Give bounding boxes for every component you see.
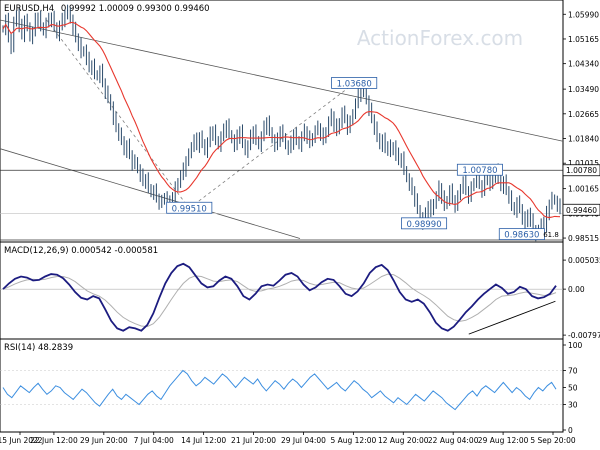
rsi-line: [2, 369, 557, 411]
price-annotation-box: [401, 217, 448, 230]
price-y-tick-label: 1.03490: [568, 85, 599, 94]
current-price-tag: [562, 203, 600, 216]
level-value-tag-text: 1.00780: [566, 166, 597, 175]
rsi-y-tick-label: 70: [568, 367, 578, 376]
price-y-tick-label: 1.04340: [568, 60, 599, 69]
price-annotation-box: [498, 228, 545, 241]
price-annotation-label: 1.03680: [337, 79, 372, 89]
price-y-tick-label: 1.05990: [568, 10, 599, 19]
rsi-y-tick-label: 100: [568, 341, 583, 350]
price-annotation-box: [456, 163, 503, 176]
price-y-tick-label: 0.98515: [568, 234, 599, 243]
macd-panel-title: MACD(12,26,9) 0.000542 -0.000581: [4, 246, 158, 256]
macd-trendline: [468, 300, 556, 335]
macd-y-tick-label: 0.005035: [568, 256, 600, 265]
price-y-tick-label: 1.00165: [568, 185, 599, 194]
macd-series: [0, 262, 563, 335]
x-tick-label: 5 Sep 20:00: [530, 436, 576, 445]
price-annotation-label: 1.00780: [462, 166, 497, 176]
price-y-tick-label: 1.05165: [568, 35, 599, 44]
x-tick-label: 5 Aug 12:00: [330, 436, 376, 445]
price-annotations: 1.03680 0.99510 1.00780 0.98990 0.98630 61.8: [166, 77, 559, 241]
x-tick-label: 14 Jul 12:00: [181, 436, 226, 445]
macd-signal-line: [2, 273, 557, 328]
rsi-panel-frame: [0, 338, 564, 433]
fib-level-label: 61.8: [543, 231, 559, 239]
macd-y-tick-label: 0.00: [568, 285, 585, 294]
rsi-y-tick-label: 50: [568, 384, 578, 393]
macd-y-tick-label: -0.007973: [568, 331, 600, 340]
fib-dashed-line-1: [46, 19, 190, 209]
rsi-series: [0, 369, 563, 411]
x-tick-label: 7 Jul 04:00: [134, 436, 174, 445]
price-annotation-label: 0.99510: [172, 204, 207, 214]
rsi-axis: 100 70 50 30 0: [563, 341, 583, 435]
x-tick-label: 29 Jun 20:00: [80, 436, 128, 445]
rsi-panel-title: RSI(14) 48.2839: [4, 343, 73, 353]
price-annotation-label: 0.98630: [504, 231, 539, 241]
price-annotation-box: [166, 201, 213, 214]
level-value-tag: [562, 164, 600, 177]
x-tick-label: 15 Jun 2022: [0, 436, 43, 445]
x-tick-label: 21 Jul 20:00: [231, 436, 276, 445]
price-axis: 1.05990 1.05165 1.04340 1.03490 1.02665 1.018…: [562, 10, 600, 243]
x-tick-label: 12 Aug 20:00: [378, 436, 429, 445]
price-y-tick-label: 1.01015: [568, 159, 599, 168]
macd-axis: 0.005035 0.00 -0.007973: [563, 256, 600, 340]
rsi-y-tick-label: 0: [568, 426, 573, 435]
macd-panel-frame: [0, 241, 564, 340]
fib-dashed-line-2: [189, 83, 355, 209]
x-tick-label: 29 Jul 04:00: [281, 436, 326, 445]
price-y-tick-label: 1.02665: [568, 110, 599, 119]
price-panel-title: EURUSD,H4 0.99992 1.00009 0.99300 0.9946…: [4, 4, 210, 14]
macd-main-line: [2, 262, 557, 332]
price-static-lines: [0, 19, 564, 241]
x-tick-label: 22 Jun 12:00: [30, 436, 78, 445]
price-annotation-box: [331, 77, 378, 89]
watermark: ActionForex.com: [357, 26, 523, 50]
price-y-tick-label: 1.01840: [568, 135, 599, 144]
channel-lower-line: [0, 148, 301, 239]
moving-average-line: [2, 21, 561, 219]
x-tick-label: 29 Aug 12:00: [478, 436, 529, 445]
x-tick-label: 22 Aug 04:00: [428, 436, 479, 445]
rsi-y-tick-label: 30: [568, 401, 578, 410]
price-annotation-label: 0.98990: [406, 220, 441, 230]
current-price-tag-text: 0.99460: [566, 206, 597, 215]
